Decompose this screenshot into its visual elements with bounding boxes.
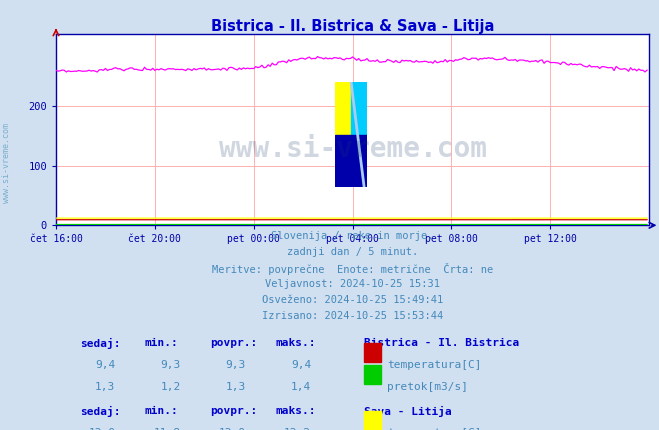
Text: Osveženo: 2024-10-25 15:49:41: Osveženo: 2024-10-25 15:49:41 (262, 295, 444, 305)
Text: zadnji dan / 5 minut.: zadnji dan / 5 minut. (287, 247, 418, 257)
Text: 1,2: 1,2 (160, 381, 181, 392)
Text: min.:: min.: (145, 405, 179, 416)
Text: 1,3: 1,3 (95, 381, 115, 392)
Text: Bistrica - Il. Bistrica & Sava - Litija: Bistrica - Il. Bistrica & Sava - Litija (211, 19, 494, 34)
Text: 12,0: 12,0 (88, 428, 115, 430)
Text: Veljavnost: 2024-10-25 15:31: Veljavnost: 2024-10-25 15:31 (265, 280, 440, 289)
Text: 1,3: 1,3 (225, 381, 246, 392)
Text: povpr.:: povpr.: (210, 405, 258, 416)
Text: povpr.:: povpr.: (210, 338, 258, 347)
Text: temperatura[C]: temperatura[C] (387, 428, 482, 430)
Text: sedaj:: sedaj: (80, 405, 120, 417)
Text: sedaj:: sedaj: (80, 338, 120, 349)
Text: maks.:: maks.: (275, 338, 316, 347)
Text: Meritve: povprečne  Enote: metrične  Črta: ne: Meritve: povprečne Enote: metrične Črta:… (212, 263, 493, 275)
Text: 11,8: 11,8 (154, 428, 181, 430)
Text: min.:: min.: (145, 338, 179, 347)
Text: www.si-vreme.com: www.si-vreme.com (219, 135, 486, 163)
Bar (364, 365, 381, 384)
Text: 1,4: 1,4 (291, 381, 311, 392)
Bar (364, 411, 381, 430)
Text: Sava - Litija: Sava - Litija (364, 405, 452, 417)
Text: 9,4: 9,4 (291, 359, 311, 369)
Text: Slovenija / reke in morje.: Slovenija / reke in morje. (272, 231, 434, 241)
Text: maks.:: maks.: (275, 405, 316, 416)
Text: 12,2: 12,2 (284, 428, 311, 430)
Text: 9,3: 9,3 (225, 359, 246, 369)
Text: Izrisano: 2024-10-25 15:53:44: Izrisano: 2024-10-25 15:53:44 (262, 311, 444, 322)
Text: temperatura[C]: temperatura[C] (387, 359, 482, 369)
Text: pretok[m3/s]: pretok[m3/s] (387, 381, 468, 392)
Text: 12,0: 12,0 (219, 428, 246, 430)
Text: 9,4: 9,4 (95, 359, 115, 369)
Text: www.si-vreme.com: www.si-vreme.com (2, 123, 11, 203)
Text: Bistrica - Il. Bistrica: Bistrica - Il. Bistrica (364, 338, 520, 347)
Text: 9,3: 9,3 (160, 359, 181, 369)
Bar (364, 343, 381, 362)
